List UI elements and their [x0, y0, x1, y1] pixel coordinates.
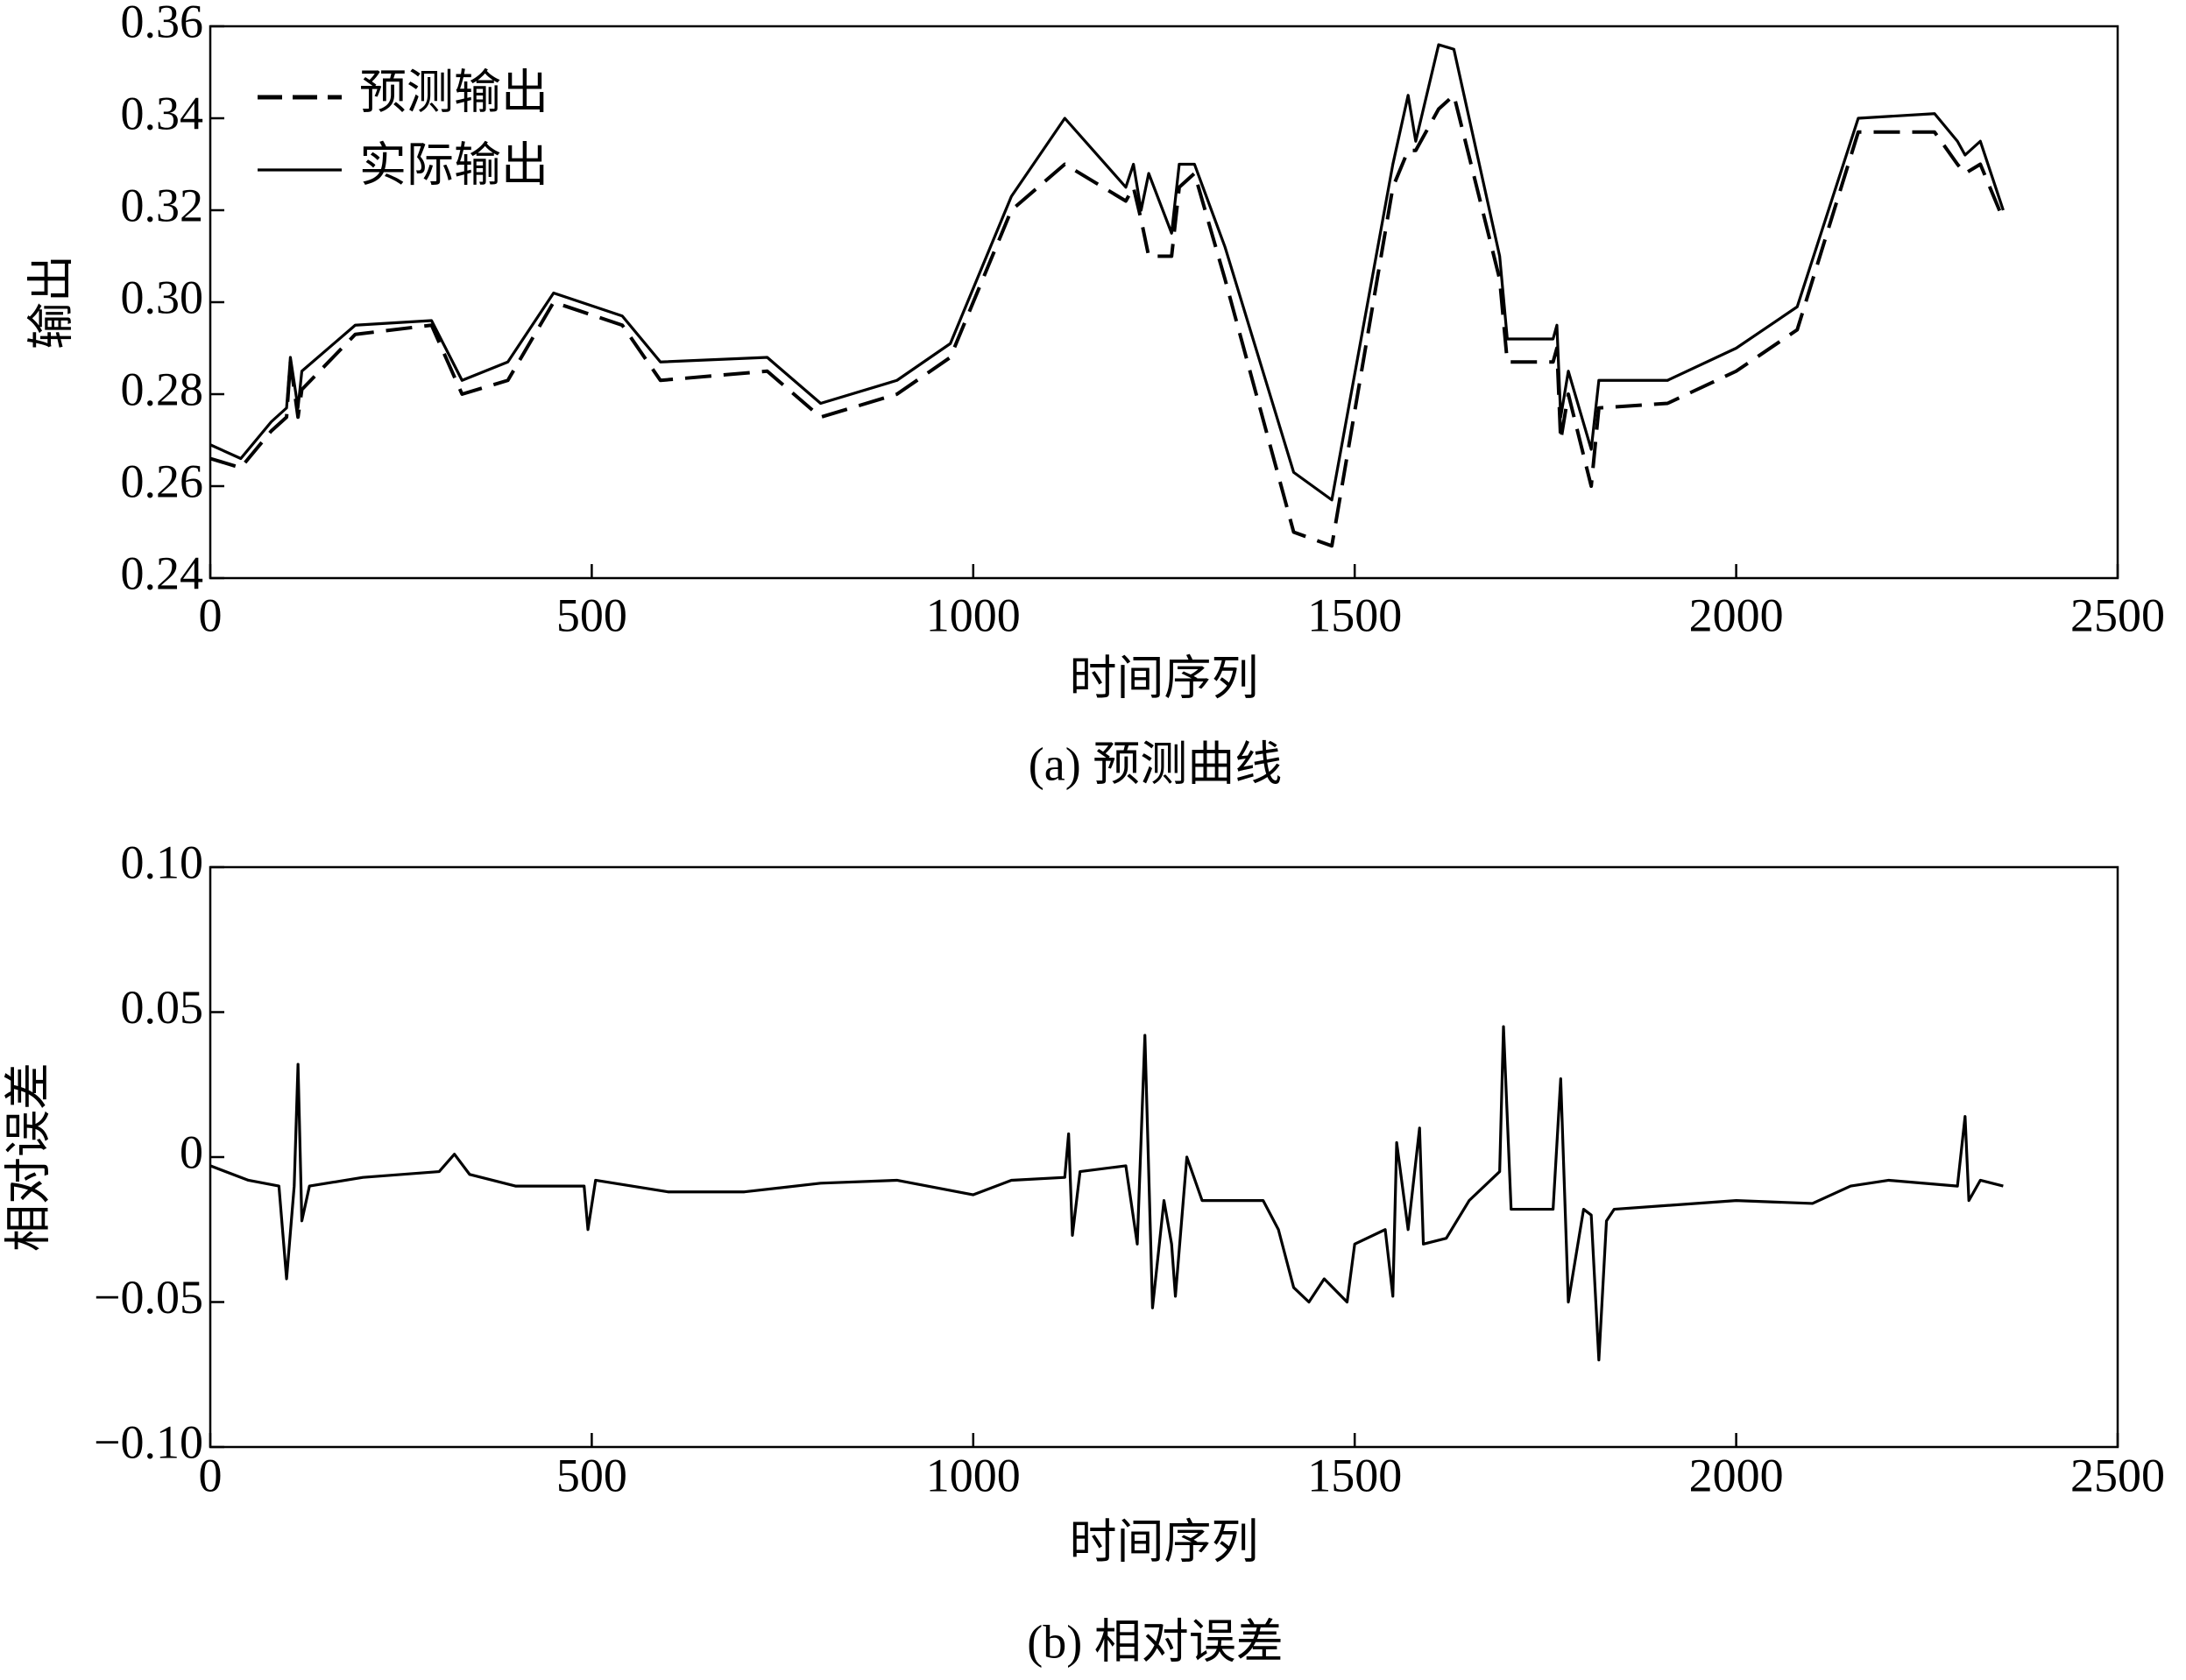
- chart-caption: (b) 相对误差: [1027, 1615, 1283, 1668]
- y-tick-label: 0.28: [121, 363, 204, 415]
- x-tick-label: 1000: [926, 1449, 1021, 1501]
- x-tick-label: 2500: [2070, 1449, 2165, 1501]
- y-tick-label: 0.36: [121, 0, 204, 47]
- y-tick-label: 0.30: [121, 271, 204, 323]
- y-tick-label: 0.26: [121, 455, 204, 507]
- y-tick-label: −0.10: [94, 1415, 203, 1468]
- y-tick-label: −0.05: [94, 1271, 203, 1324]
- y-tick-label: 0: [180, 1126, 203, 1178]
- legend-label: 预测输出: [359, 66, 548, 118]
- x-tick-label: 2000: [1689, 1449, 1784, 1501]
- y-tick-label: 0.34: [121, 87, 204, 139]
- x-tick-label: 1000: [926, 589, 1021, 641]
- data-line: [209, 1025, 2004, 1362]
- y-axis-title: 输出: [25, 255, 77, 349]
- x-tick-label: 2000: [1689, 589, 1784, 641]
- x-tick-label: 1500: [1307, 589, 1402, 641]
- chart-caption: (a) 预测曲线: [1029, 738, 1282, 790]
- x-tick-label: 500: [556, 589, 627, 641]
- x-tick-label: 1500: [1307, 1449, 1402, 1501]
- data-line: [209, 43, 2005, 502]
- y-tick-label: 0.32: [121, 179, 204, 231]
- y-tick-label: 0.10: [121, 836, 204, 888]
- y-axis-title: 相对误差: [2, 1062, 54, 1252]
- x-tick-label: 0: [199, 1449, 223, 1501]
- x-tick-label: 2500: [2070, 589, 2165, 641]
- plot-frame: [209, 865, 2119, 1449]
- y-tick-label: 0.24: [121, 547, 204, 599]
- x-tick-label: 0: [199, 589, 223, 641]
- data-line: [209, 93, 2006, 548]
- x-axis-title: 时间序列: [1070, 1515, 1259, 1568]
- x-axis-title: 时间序列: [1070, 652, 1259, 704]
- y-tick-label: 0.05: [121, 981, 204, 1034]
- legend-label: 实际输出: [359, 138, 548, 191]
- x-tick-label: 500: [556, 1449, 627, 1501]
